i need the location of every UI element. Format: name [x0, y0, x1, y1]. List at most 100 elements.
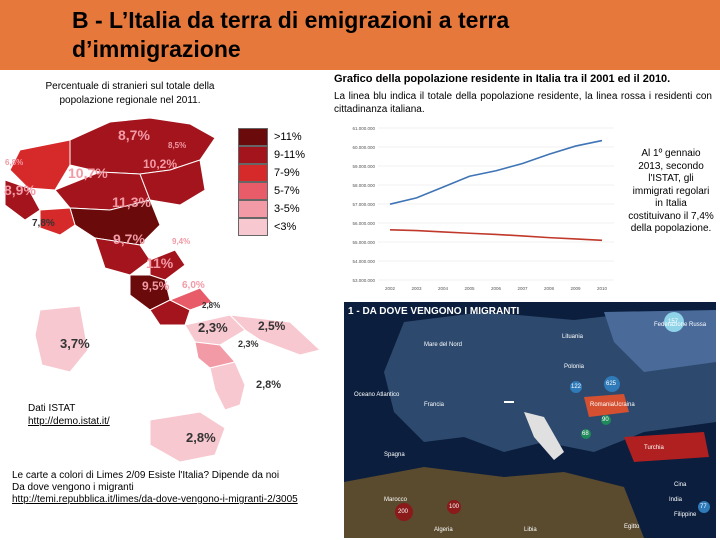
- x-tick-label: 2005: [464, 286, 475, 291]
- poster-label: Oceano Atlantico: [354, 392, 400, 398]
- legend-swatch: [238, 182, 268, 200]
- x-tick-label: 2010: [597, 286, 608, 291]
- region-shape: [69, 199, 161, 246]
- x-tick-label: 2002: [385, 286, 396, 291]
- poster-label: Filippine: [674, 512, 697, 518]
- region-label: 2,5%: [258, 319, 286, 333]
- x-tick-label: 2006: [491, 286, 502, 291]
- poster-label: Cina: [674, 482, 687, 488]
- poster-label: Lituania: [562, 334, 584, 340]
- notes-link[interactable]: http://temi.repubblica.it/limes/da-dove-…: [12, 494, 298, 505]
- header-bar: B - L’Italia da terra di emigrazioni a t…: [0, 0, 720, 70]
- y-tick-label: 60.000.000: [352, 145, 375, 150]
- poster-label: India: [669, 497, 683, 503]
- bubble: [570, 381, 582, 393]
- y-tick-label: 54.000.000: [352, 259, 375, 264]
- region-shape: [94, 237, 151, 276]
- migrants-poster: 1 - DA DOVE VENGONO I MIGRANTI Mare del …: [344, 302, 716, 538]
- poster-label: Algeria: [434, 527, 453, 533]
- poster-label: Egitto: [624, 524, 640, 530]
- legend-item: 7-9%: [238, 164, 305, 182]
- bubble-value: 157: [668, 319, 679, 325]
- bubble: [698, 501, 710, 513]
- bubble-value: 100: [449, 504, 460, 510]
- region-label: 6,8%: [5, 158, 23, 167]
- region-shape: [4, 179, 41, 221]
- bubble: [604, 376, 620, 392]
- source-label: Dati ISTAT: [28, 403, 76, 414]
- x-tick-label: 2003: [411, 286, 422, 291]
- poster-label: Marocco: [384, 497, 408, 503]
- region-label: 2,8%: [186, 430, 216, 445]
- legend-swatch: [238, 128, 268, 146]
- legend-item: <3%: [238, 218, 305, 236]
- chart-lines: [389, 139, 603, 242]
- side-text: Al 1º gennaio 2013, secondo l'ISTAT, gli…: [628, 148, 714, 234]
- land-italy: [524, 412, 564, 460]
- land-africa: [344, 467, 644, 538]
- region-shape: [149, 299, 191, 326]
- series-line: [389, 139, 603, 205]
- region-label: 8,9%: [4, 182, 36, 198]
- bubble: [447, 500, 461, 514]
- y-tick-label: 55.000.000: [352, 240, 375, 245]
- legend-item: 3-5%: [238, 200, 305, 218]
- poster-label: Polonia: [564, 364, 585, 370]
- chart-background: [336, 120, 621, 298]
- legend-item: 5-7%: [238, 182, 305, 200]
- bubble-value: 90: [602, 417, 609, 423]
- poster-label: Libia: [524, 527, 537, 533]
- legend-label: >11%: [274, 131, 302, 143]
- y-tick-label: 59.000.000: [352, 164, 375, 169]
- bubble-value: 77: [700, 504, 707, 510]
- poster-label: Romania: [590, 402, 615, 408]
- source-link[interactable]: http://demo.istat.it/: [28, 416, 110, 427]
- region-label: 7,8%: [32, 218, 55, 229]
- y-tick-label: 57.000.000: [352, 202, 375, 207]
- poster-label: Federazione Russa: [654, 322, 707, 328]
- y-tick-label: 58.000.000: [352, 183, 375, 188]
- x-tick-label: 2007: [517, 286, 528, 291]
- poster-label: Spagna: [384, 452, 405, 458]
- bubble-value: 122: [571, 384, 582, 390]
- legend-swatch: [238, 200, 268, 218]
- notes-line-1: Le carte a colori di Limes 2/09 Esiste l…: [12, 470, 280, 481]
- poster-label: Turchia: [644, 445, 664, 451]
- land-russia: [604, 310, 716, 372]
- region-shape: [149, 411, 226, 463]
- bubble: [601, 415, 611, 425]
- region-label: 10,2%: [143, 157, 177, 171]
- region-shape: [209, 361, 246, 411]
- legend-swatch: [238, 164, 268, 182]
- chart-title: Grafico della popolazione residente in I…: [334, 73, 671, 85]
- region-shape: [39, 207, 76, 236]
- region-label: 9,4%: [172, 237, 190, 246]
- legend-label: <3%: [274, 221, 297, 233]
- bubble-value: 200: [398, 509, 409, 515]
- region-label: 8,7%: [118, 127, 150, 143]
- notes-block: Le carte a colori di Limes 2/09 Esiste l…: [12, 470, 322, 506]
- bubble-value: 625: [606, 381, 617, 387]
- region-shape: [228, 314, 322, 356]
- region-label: 9,7%: [113, 231, 145, 247]
- chart-ticks: 61.000.000 60.000.000 59.000.000 58.000.000…: [352, 126, 607, 291]
- region-label: 2,3%: [198, 320, 228, 335]
- bubble: [395, 503, 413, 521]
- land-romania: [584, 394, 629, 417]
- land-turkey: [624, 432, 709, 462]
- region-shape: [149, 249, 186, 281]
- y-tick-label: 53.000.000: [352, 278, 375, 283]
- poster-title: 1 - DA DOVE VENGONO I MIGRANTI: [348, 306, 520, 317]
- x-tick-label: 2004: [438, 286, 449, 291]
- population-chart: 61.000.000 60.000.000 59.000.000 58.000.000…: [336, 120, 621, 298]
- region-shape: [168, 287, 213, 311]
- poster-label: Ucraina: [614, 402, 635, 408]
- legend-label: 3-5%: [274, 203, 300, 215]
- region-label: 3,7%: [60, 336, 90, 351]
- legend-item: 9-11%: [238, 146, 305, 164]
- legend-swatch: [238, 218, 268, 236]
- x-tick-label: 2009: [570, 286, 581, 291]
- y-tick-label: 56.000.000: [352, 221, 375, 226]
- legend-label: 9-11%: [274, 149, 305, 161]
- region-label: 2,8%: [256, 379, 281, 391]
